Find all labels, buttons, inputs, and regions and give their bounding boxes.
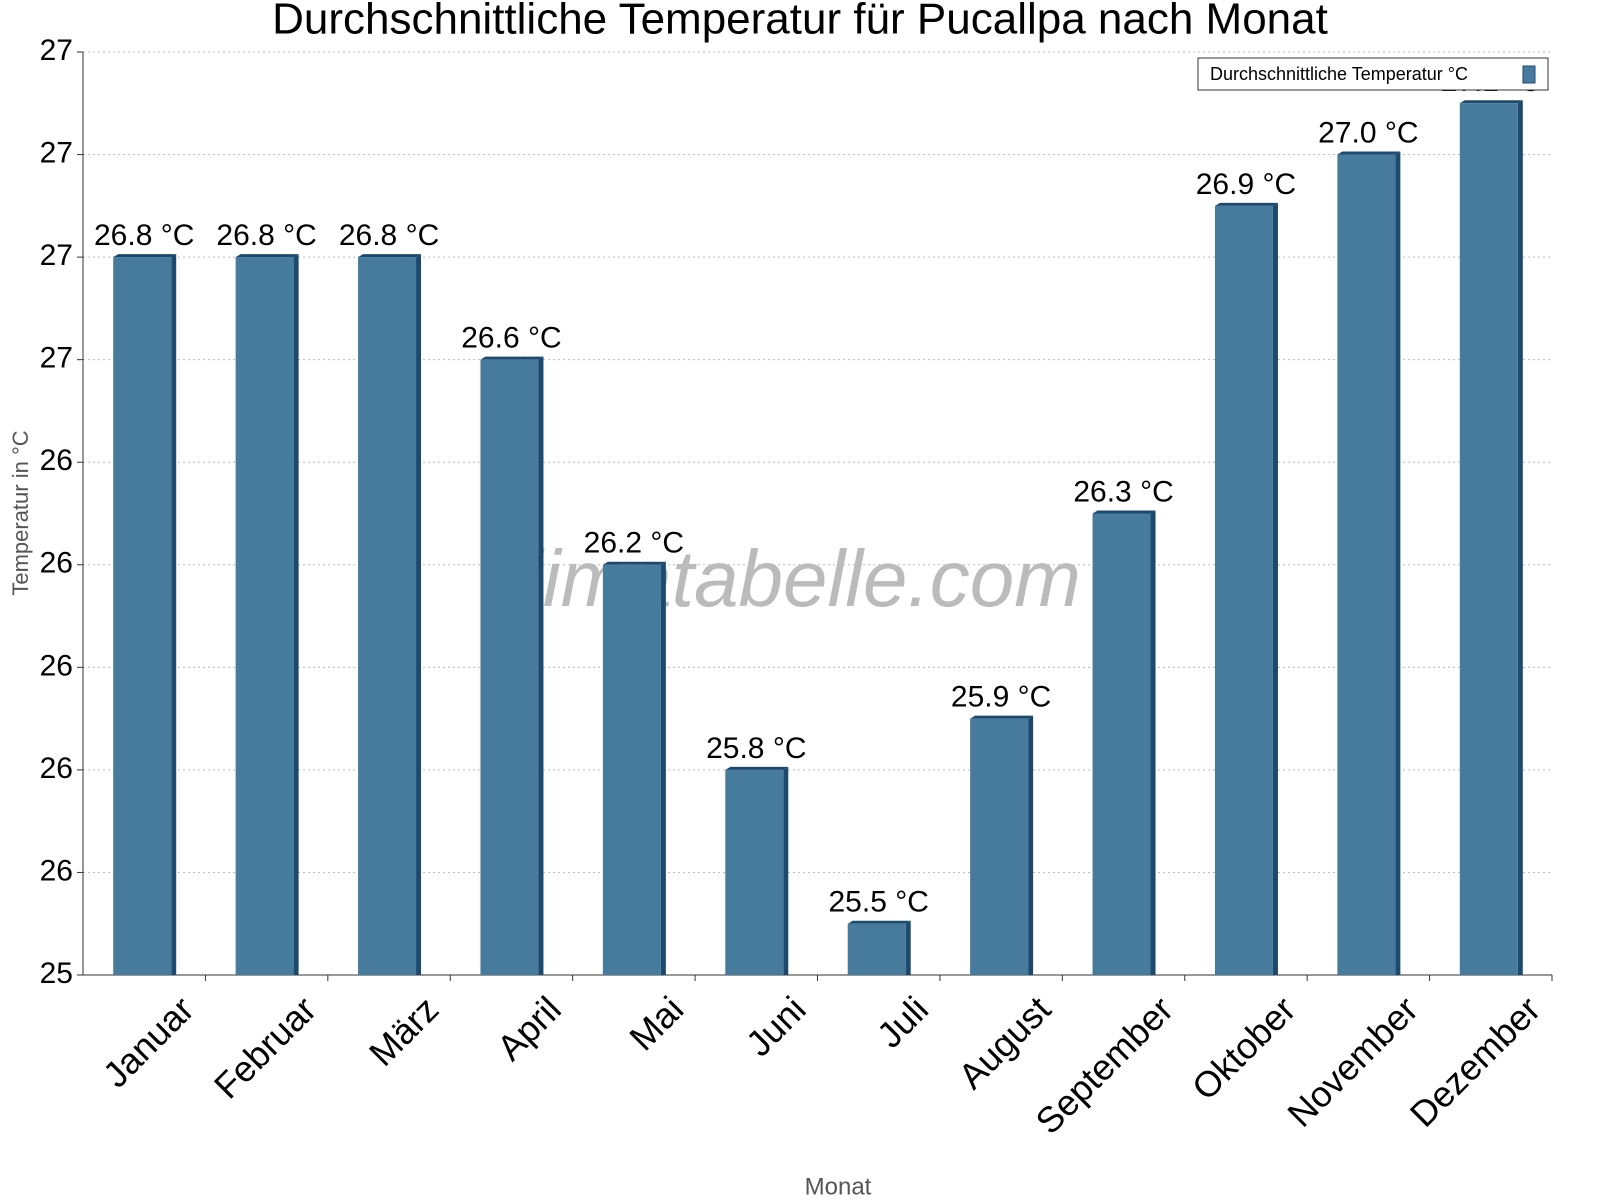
bar: [1337, 154, 1396, 976]
bar-side: [1272, 202, 1278, 976]
x-tick-label: November: [1279, 988, 1425, 1134]
bar-side: [1028, 715, 1034, 975]
bar: [480, 359, 539, 976]
y-tick-label: 27: [40, 136, 73, 169]
bar-side: [1395, 151, 1401, 976]
x-tick-label: Januar: [95, 988, 202, 1095]
watermark: klimatabelle.com: [485, 534, 1081, 623]
bar-top: [847, 920, 911, 924]
y-tick-label: 25: [40, 957, 73, 990]
bar: [1214, 205, 1273, 976]
bar-side: [293, 254, 299, 976]
x-tick-label: Mai: [621, 988, 691, 1058]
data-label: 26.8 °C: [216, 219, 316, 252]
y-tick-label: 26: [40, 752, 73, 785]
bar-side: [783, 766, 789, 975]
bar: [358, 257, 417, 976]
x-tick-label: März: [361, 988, 447, 1074]
bar-side: [416, 254, 422, 976]
bar-top: [1337, 151, 1401, 155]
bar-top: [113, 254, 177, 258]
data-label: 26.6 °C: [461, 322, 561, 355]
data-label: 25.9 °C: [951, 681, 1051, 714]
bar-top: [725, 766, 789, 770]
bar-side: [1517, 100, 1523, 976]
bar-top: [1214, 202, 1278, 206]
bar-side: [660, 561, 666, 975]
bar: [1092, 513, 1151, 975]
bar-top: [602, 561, 666, 565]
legend-swatch: [1522, 65, 1536, 84]
data-label: 26.8 °C: [339, 219, 439, 252]
y-tick-label: 27: [40, 239, 73, 272]
bar: [847, 923, 906, 975]
y-tick-label: 26: [40, 854, 73, 887]
bar-top: [235, 254, 299, 258]
bar-side: [171, 254, 177, 976]
bar-top: [970, 715, 1034, 719]
bar-top: [1459, 100, 1523, 104]
data-label: 25.5 °C: [829, 886, 929, 919]
y-tick-label: 26: [40, 444, 73, 477]
x-tick-label: August: [950, 988, 1058, 1096]
bar-top: [1092, 510, 1156, 514]
y-tick-label: 27: [40, 34, 73, 67]
bar: [725, 769, 784, 975]
bar: [113, 257, 172, 976]
data-label: 26.9 °C: [1196, 168, 1296, 201]
y-axis-label: Temperatur in °C: [8, 430, 33, 595]
data-label: 26.2 °C: [584, 527, 684, 560]
x-axis-label: Monat: [805, 1173, 872, 1200]
y-tick-label: 26: [40, 649, 73, 682]
x-tick-label: Oktober: [1184, 988, 1304, 1108]
legend-box: [1197, 57, 1549, 91]
data-label: 26.3 °C: [1073, 475, 1173, 508]
bar-top: [358, 254, 422, 258]
bar-side: [538, 356, 544, 976]
bar: [235, 257, 294, 976]
x-tick-label: Februar: [206, 988, 324, 1106]
bar-top: [480, 356, 544, 360]
bar: [1459, 103, 1518, 976]
legend-label: Durchschnittliche Temperatur °C: [1210, 64, 1468, 84]
x-tick-label: Dezember: [1402, 988, 1548, 1134]
chart-title: Durchschnittliche Temperatur für Pucallp…: [272, 0, 1328, 44]
y-tick-label: 27: [40, 342, 73, 375]
bar-side: [905, 920, 911, 975]
data-label: 25.8 °C: [706, 732, 806, 765]
bar: [602, 564, 661, 975]
x-tick-label: Juni: [738, 988, 814, 1064]
x-tick-label: April: [489, 988, 569, 1068]
y-tick-label: 26: [40, 547, 73, 580]
data-label: 27.0 °C: [1318, 116, 1418, 149]
x-tick-label: Juli: [869, 988, 936, 1055]
data-label: 26.8 °C: [94, 219, 194, 252]
bar-side: [1150, 510, 1156, 975]
bar: [970, 718, 1029, 975]
